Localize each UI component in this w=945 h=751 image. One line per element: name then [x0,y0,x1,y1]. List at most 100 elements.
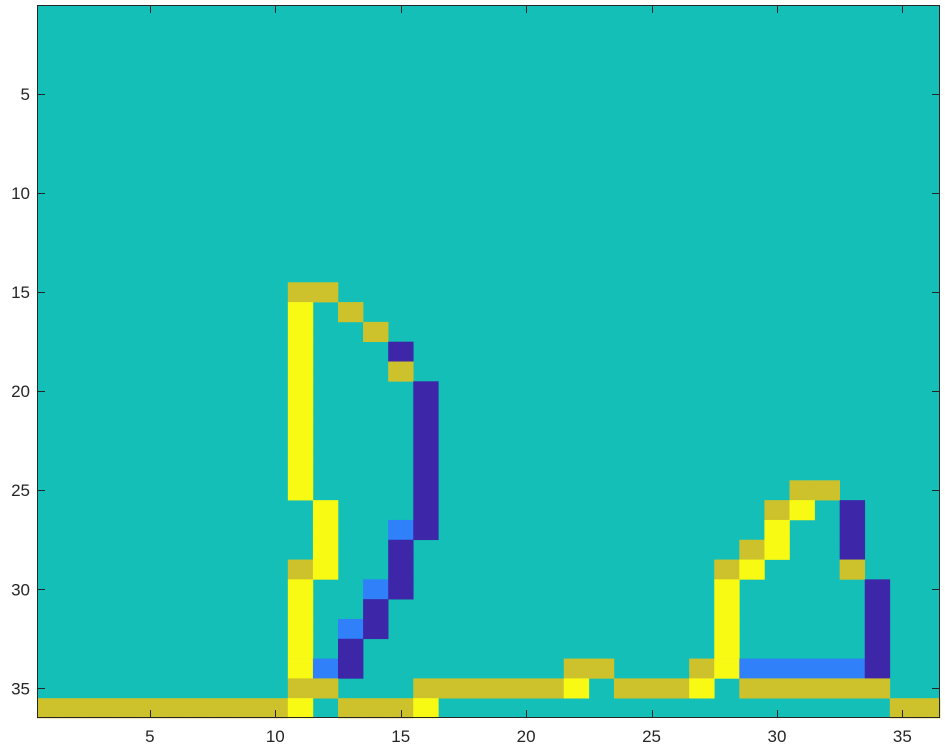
heatmap-cell [789,658,815,679]
x-tick-label: 20 [517,727,536,746]
heatmap-cell [338,658,364,679]
heatmap-cell [714,559,740,580]
heatmap-cell [764,678,790,699]
heatmap-cell [864,618,891,640]
heatmap-cell [287,599,314,620]
y-tick-label: 30 [11,580,30,599]
heatmap-cell [287,361,314,382]
heatmap-cell [413,500,439,521]
heatmap-cell [413,480,439,501]
x-tick-label: 5 [145,727,154,746]
heatmap-cell [814,480,840,501]
heatmap-cell [839,678,866,699]
heatmap-cell [538,678,565,699]
heatmap-cell [413,381,439,402]
heatmap-cell [287,618,314,640]
heatmap-cell [363,618,389,640]
y-tick-label: 5 [21,85,30,104]
heatmap-cell [864,579,891,600]
heatmap-cell [789,500,815,521]
heatmap-cell [714,658,740,679]
heatmap-cell [413,460,439,481]
heatmap-cell [588,658,615,679]
heatmap-cell [388,519,414,541]
heatmap-cell [714,638,740,659]
heatmap-cell [287,698,314,719]
heatmap-cell [889,698,916,719]
heatmap-cell [338,698,364,719]
heatmap-cell [312,658,339,679]
x-axis: 5 10 15 20 25 30 35 [145,727,912,746]
heatmap-cell [287,381,314,402]
heatmap-cell [764,539,790,560]
heatmap-cell [388,559,414,580]
heatmap-cell [789,678,815,699]
heatmap-cell [864,658,891,679]
heatmap-cell [739,559,765,580]
heatmap-cell [312,539,339,560]
heatmap-cell [764,519,790,541]
heatmap-cell [438,678,464,699]
heatmap-cell [237,698,264,719]
heatmap-cell [739,658,765,679]
heatmap-cell [413,678,439,699]
y-axis: 5 10 15 20 25 30 35 [11,85,30,698]
heatmap-cell [338,302,364,323]
heatmap-cell [388,361,414,382]
y-tick-label: 35 [11,679,30,698]
heatmap-cell [839,559,866,580]
heatmap-cell [338,618,364,640]
heatmap-cell [463,678,489,699]
heatmap-cell [914,698,941,719]
heatmap-cell [639,678,665,699]
heatmap-cell [62,698,88,719]
heatmap-cell [363,579,389,600]
heatmap-cell [363,698,389,719]
heatmap-cells [37,282,941,719]
heatmap-cell [413,401,439,422]
heatmap-cell [839,658,866,679]
heatmap-cell [287,460,314,481]
heatmap-cell [388,698,414,719]
heatmap-cell [413,519,439,541]
heatmap-cell [839,539,866,560]
heatmap-cell [513,678,539,699]
heatmap-cell [839,500,866,521]
x-tick-label: 10 [266,727,285,746]
heatmap-cell [413,440,439,461]
heatmap-cell [287,678,314,699]
heatmap-cell [287,341,314,362]
heatmap-cell [363,599,389,620]
heatmap-cell [312,519,339,541]
heatmap-cell [764,500,790,521]
heatmap-cell [312,559,339,580]
heatmap-cell [287,401,314,422]
heatmap-cell [714,599,740,620]
heatmap-cell [563,678,590,699]
heatmap-cell [312,678,339,699]
heatmap-cell [563,658,590,679]
heatmap-cell [112,698,138,719]
y-tick-label: 20 [11,382,30,401]
heatmap-cell [363,321,389,342]
heatmap-cell [312,282,339,303]
heatmap-cell [37,698,63,719]
heatmap-cell [864,599,891,620]
heatmap-cell [789,480,815,501]
heatmap-cell [312,500,339,521]
heatmap-cell [814,658,840,679]
heatmap-cell [338,638,364,659]
heatmap-cell [212,698,238,719]
heatmap-cell [714,579,740,600]
plot-area [37,5,941,719]
heatmap-cell [287,559,314,580]
heatmap-background [37,5,940,718]
x-tick-label: 25 [642,727,661,746]
y-tick-label: 10 [11,184,30,203]
heatmap-cell [287,420,314,442]
heatmap-cell [664,678,690,699]
heatmap-cell [388,539,414,560]
heatmap-cell [287,282,314,303]
heatmap-cell [137,698,163,719]
x-tick-label: 30 [767,727,786,746]
